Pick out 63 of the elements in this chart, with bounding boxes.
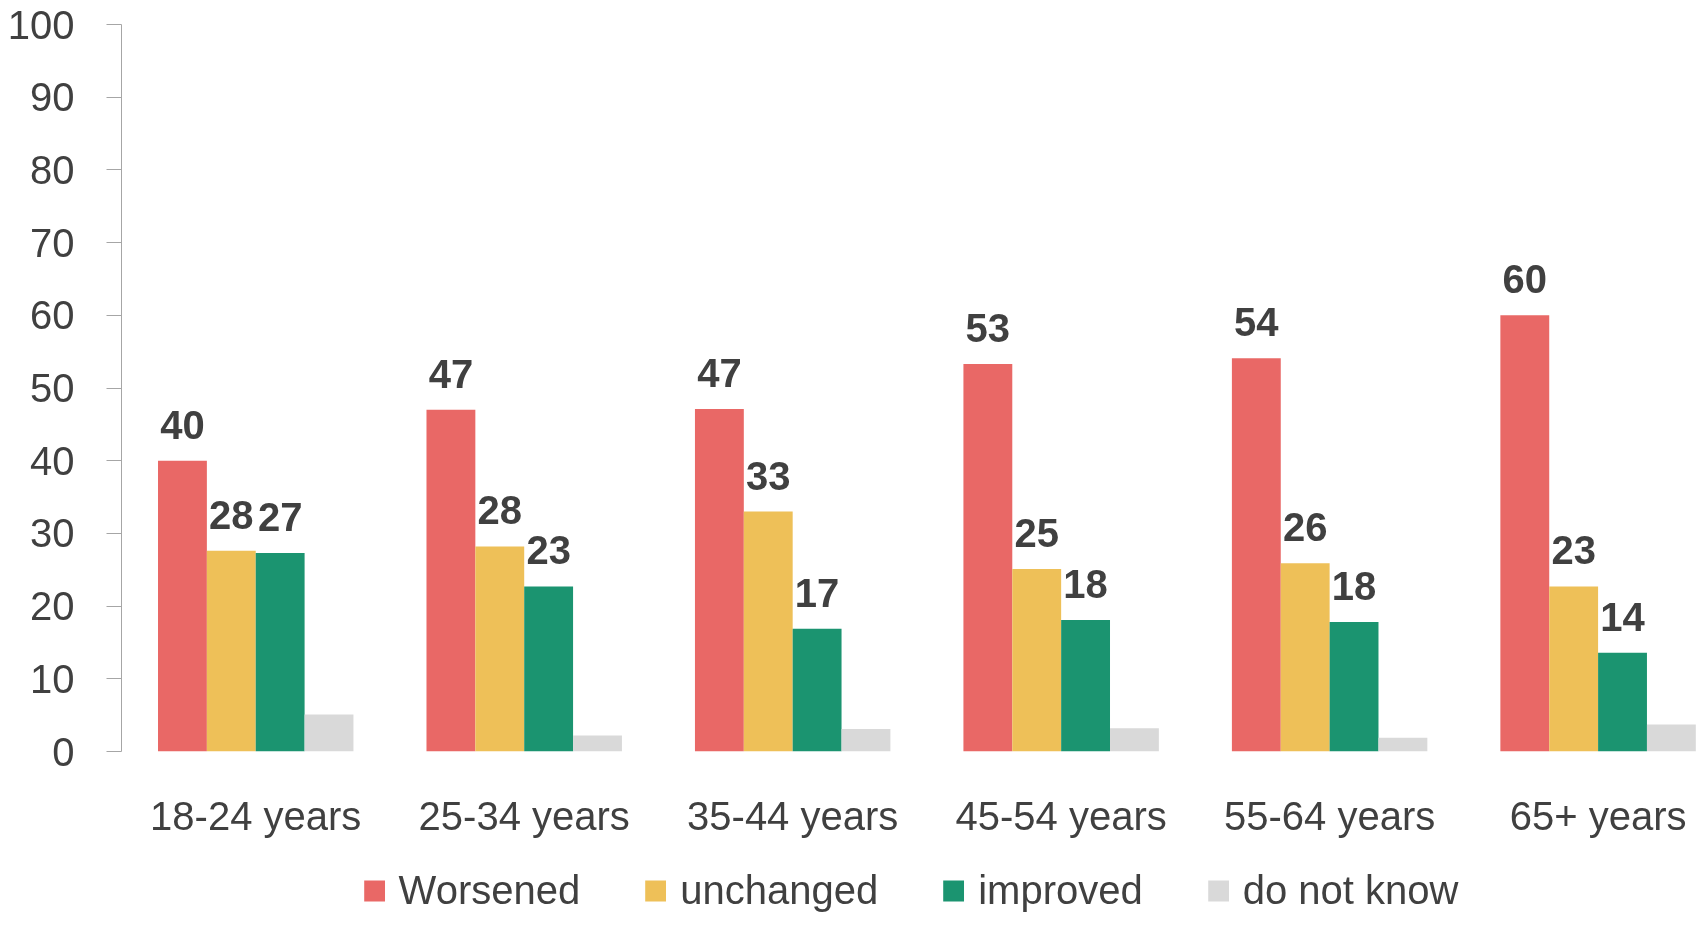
bar (426, 409, 476, 752)
bar (1231, 358, 1281, 752)
x-tick-label: 35-44 years (687, 793, 899, 838)
y-tick-label: 80 (30, 147, 75, 192)
data-label: 60 (1502, 257, 1548, 302)
x-tick-label: 18-24 years (150, 793, 362, 838)
bar (304, 714, 354, 752)
data-label: 26 (1282, 505, 1328, 550)
y-tick-label: 0 (52, 729, 75, 774)
legend-label: improved (978, 867, 1143, 913)
bar (158, 460, 207, 752)
data-label: 33 (746, 453, 791, 498)
y-tick-label: 10 (30, 656, 75, 701)
bar (1598, 652, 1647, 752)
bar (1500, 315, 1550, 752)
data-label: 18 (1331, 564, 1377, 609)
bar (475, 546, 525, 752)
bar (1646, 724, 1696, 752)
bar (1549, 586, 1599, 752)
x-tick-label: 55-64 years (1224, 793, 1436, 838)
y-tick-label: 90 (30, 75, 75, 120)
data-label: 54 (1234, 300, 1280, 345)
bar (1378, 737, 1428, 752)
y-tick-label: 70 (30, 220, 75, 265)
data-label: 47 (697, 351, 742, 396)
bar (963, 364, 1013, 752)
x-tick-label: 65+ years (1509, 793, 1687, 838)
y-tick-label: 30 (30, 511, 75, 556)
data-label: 14 (1600, 594, 1646, 639)
y-tick-label: 60 (30, 293, 75, 338)
x-tick-label: 25-34 years (418, 793, 630, 838)
bar (1110, 728, 1159, 752)
bar (743, 511, 793, 752)
bar (1280, 563, 1330, 752)
bar (1012, 569, 1062, 752)
data-label: 23 (1551, 528, 1596, 573)
data-label: 18 (1063, 561, 1108, 606)
y-tick-label: 50 (30, 366, 75, 410)
y-tick-label: 40 (30, 438, 75, 483)
y-tick-label: 20 (30, 584, 75, 629)
legend-label: unchanged (680, 867, 879, 913)
bar (524, 586, 574, 752)
data-label: 28 (477, 488, 523, 533)
data-label: 28 (209, 492, 254, 537)
bar (1329, 622, 1379, 752)
data-label: 27 (257, 495, 303, 540)
data-label: 40 (160, 402, 205, 447)
x-tick-label: 45-54 years (955, 793, 1167, 838)
data-label: 53 (965, 306, 1011, 351)
data-label: 25 (1014, 511, 1059, 556)
data-label: 47 (428, 351, 474, 396)
bar (1061, 619, 1111, 752)
bar (573, 735, 622, 752)
data-label: 23 (526, 528, 571, 573)
bar (792, 628, 842, 752)
bar (841, 728, 891, 752)
data-label: 17 (794, 570, 840, 615)
legend-label: Worsened (398, 867, 581, 913)
bar (255, 553, 305, 752)
legend-label: do not know (1242, 867, 1459, 913)
bar (206, 550, 256, 752)
bar (694, 409, 744, 752)
y-tick-label: 100 (7, 2, 75, 47)
